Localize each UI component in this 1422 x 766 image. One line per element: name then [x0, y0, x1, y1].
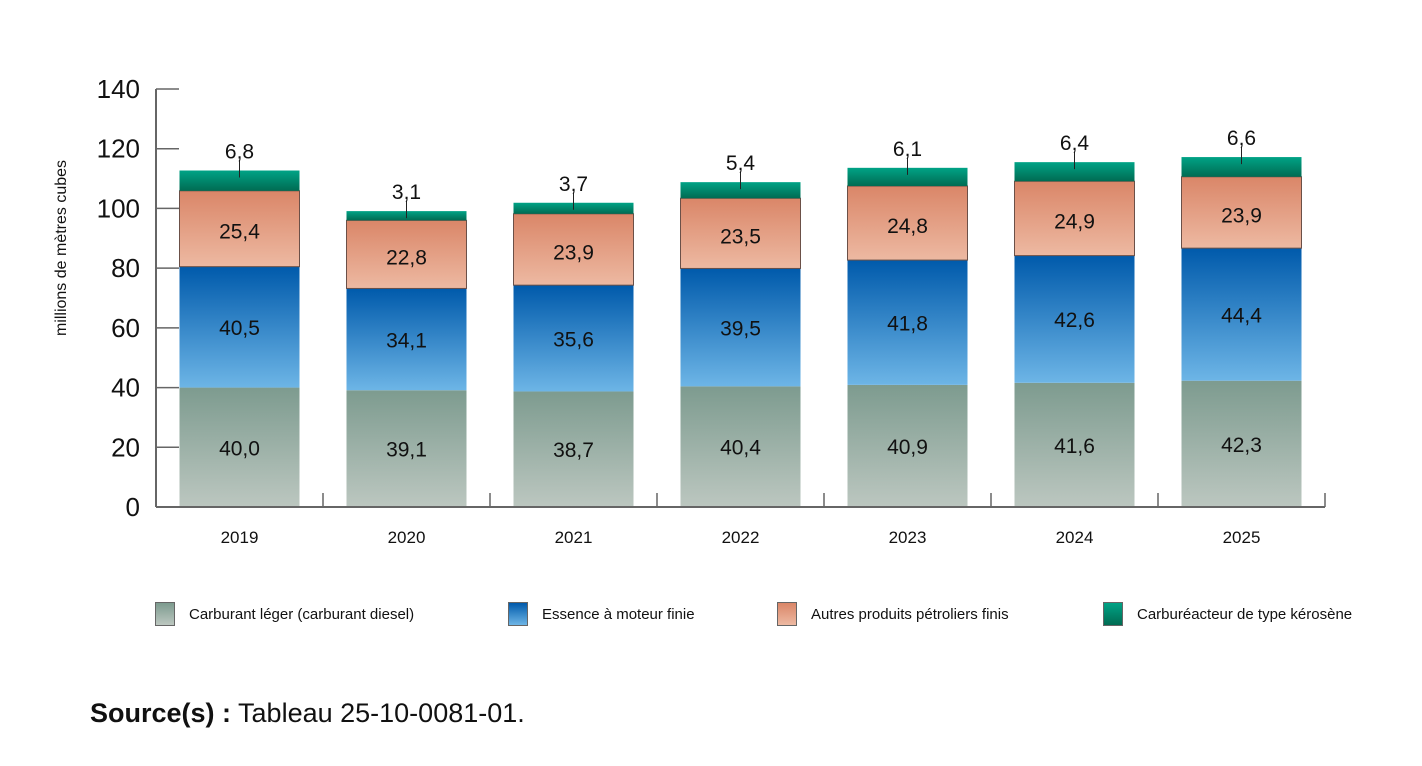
data-label: 40,0 [219, 437, 260, 460]
x-tick-label: 2021 [555, 528, 593, 547]
bar-segment [1014, 382, 1135, 507]
bar-segment [1181, 248, 1302, 381]
bar-segment [847, 384, 968, 507]
bar-segment [346, 219, 467, 289]
data-label: 3,7 [559, 173, 588, 196]
data-label: 34,1 [386, 329, 427, 352]
data-label: 6,6 [1227, 127, 1256, 150]
bar-segment [179, 387, 300, 507]
legend-item: Autres produits pétroliers finis [777, 602, 1009, 626]
bar-segment [680, 268, 801, 387]
data-label: 3,1 [392, 181, 421, 204]
bar-segment [513, 391, 634, 507]
data-label: 6,1 [893, 138, 922, 161]
legend-swatch [777, 602, 797, 626]
bar-segment [513, 213, 634, 286]
y-tick-label: 40 [111, 373, 140, 403]
bar-segment [847, 260, 968, 385]
legend-swatch [155, 602, 175, 626]
bar-segment [513, 285, 634, 392]
data-label: 22,8 [386, 246, 427, 269]
data-label: 40,4 [720, 437, 761, 460]
y-tick-label: 60 [111, 313, 140, 343]
data-label: 25,4 [219, 221, 260, 244]
data-label: 41,8 [887, 312, 928, 335]
data-label: 23,9 [1221, 204, 1262, 227]
x-tick-label: 2020 [388, 528, 426, 547]
data-label: 39,5 [720, 317, 761, 340]
bar-segment [1181, 176, 1302, 249]
y-tick-label: 140 [97, 74, 140, 104]
x-tick-label: 2023 [889, 528, 927, 547]
y-axis-label: millions de mètres cubes [53, 160, 70, 336]
x-axis: 2019 2020 2021 2022 2023 2024 2025 [156, 493, 1326, 547]
bar-segment [179, 266, 300, 388]
legend-item: Essence à moteur finie [508, 602, 695, 626]
bar-segment [1181, 380, 1302, 507]
legend-swatch [508, 602, 528, 626]
legend-label: Carburant léger (carburant diesel) [189, 605, 415, 623]
y-tick-label: 20 [111, 432, 140, 462]
data-label: 24,9 [1054, 210, 1095, 233]
data-label: 5,4 [726, 152, 756, 175]
bar-segment [1014, 255, 1135, 383]
bar-segment [346, 390, 467, 507]
data-label: 40,5 [219, 317, 260, 340]
data-label: 35,6 [553, 328, 594, 351]
data-label: 42,6 [1054, 309, 1095, 332]
x-tick-label: 2022 [722, 528, 760, 547]
y-tick-label: 0 [126, 492, 140, 522]
y-tick-label: 100 [97, 193, 140, 223]
data-label: 23,5 [720, 225, 761, 248]
bar-segment [680, 182, 801, 199]
legend-label: Carburéacteur de type kérosène [1137, 605, 1353, 623]
bar-segment [680, 197, 801, 269]
bars: 40,0 40,5 25,4 6,8 39,1 34,1 22,8 3,1 38,7 35,6 23… [179, 127, 1302, 507]
source-text: Tableau 25-10-0081-01. [231, 698, 525, 728]
legend-label: Autres produits pétroliers finis [811, 605, 1009, 623]
data-label: 39,1 [386, 439, 427, 462]
legend-item: Carburant léger (carburant diesel) [155, 602, 414, 626]
bar-segment [1014, 162, 1135, 182]
legend: Carburant léger (carburant diesel) Essenc… [0, 602, 1422, 632]
data-label: 23,9 [553, 241, 594, 264]
bar-segment [179, 190, 300, 268]
data-label: 44,4 [1221, 304, 1262, 327]
x-tick-label: 2019 [221, 528, 259, 547]
data-label: 42,3 [1221, 434, 1262, 457]
source-label: Source(s) : [90, 698, 232, 728]
y-axis: 0 20 40 60 80 100 120 140 [97, 74, 179, 522]
bar-segment [346, 288, 467, 391]
bar-segment [179, 170, 300, 191]
stacked-bar-chart: 0 20 40 60 80 100 120 140 40,0 40,5 25,4 6,8 39,1 34… [53, 74, 1326, 547]
source-note: Source(s) : Tableau 25-10-0081-01. [90, 698, 525, 729]
bar-segment [1181, 157, 1302, 177]
data-label: 24,8 [887, 215, 928, 238]
bar-segment [847, 167, 968, 187]
data-label: 41,6 [1054, 435, 1095, 458]
bar-segment [1014, 180, 1135, 257]
legend-swatch [1103, 602, 1123, 626]
data-label: 38,7 [553, 439, 594, 462]
legend-label: Essence à moteur finie [542, 605, 695, 623]
legend-item: Carburéacteur de type kérosène [1103, 602, 1352, 626]
data-label: 40,9 [887, 436, 928, 459]
x-tick-label: 2024 [1056, 528, 1094, 547]
bar-segment [680, 386, 801, 507]
y-tick-label: 80 [111, 253, 140, 283]
data-label: 6,4 [1060, 132, 1090, 155]
y-tick-label: 120 [97, 134, 140, 164]
x-tick-label: 2025 [1223, 528, 1261, 547]
data-label: 6,8 [225, 141, 254, 164]
